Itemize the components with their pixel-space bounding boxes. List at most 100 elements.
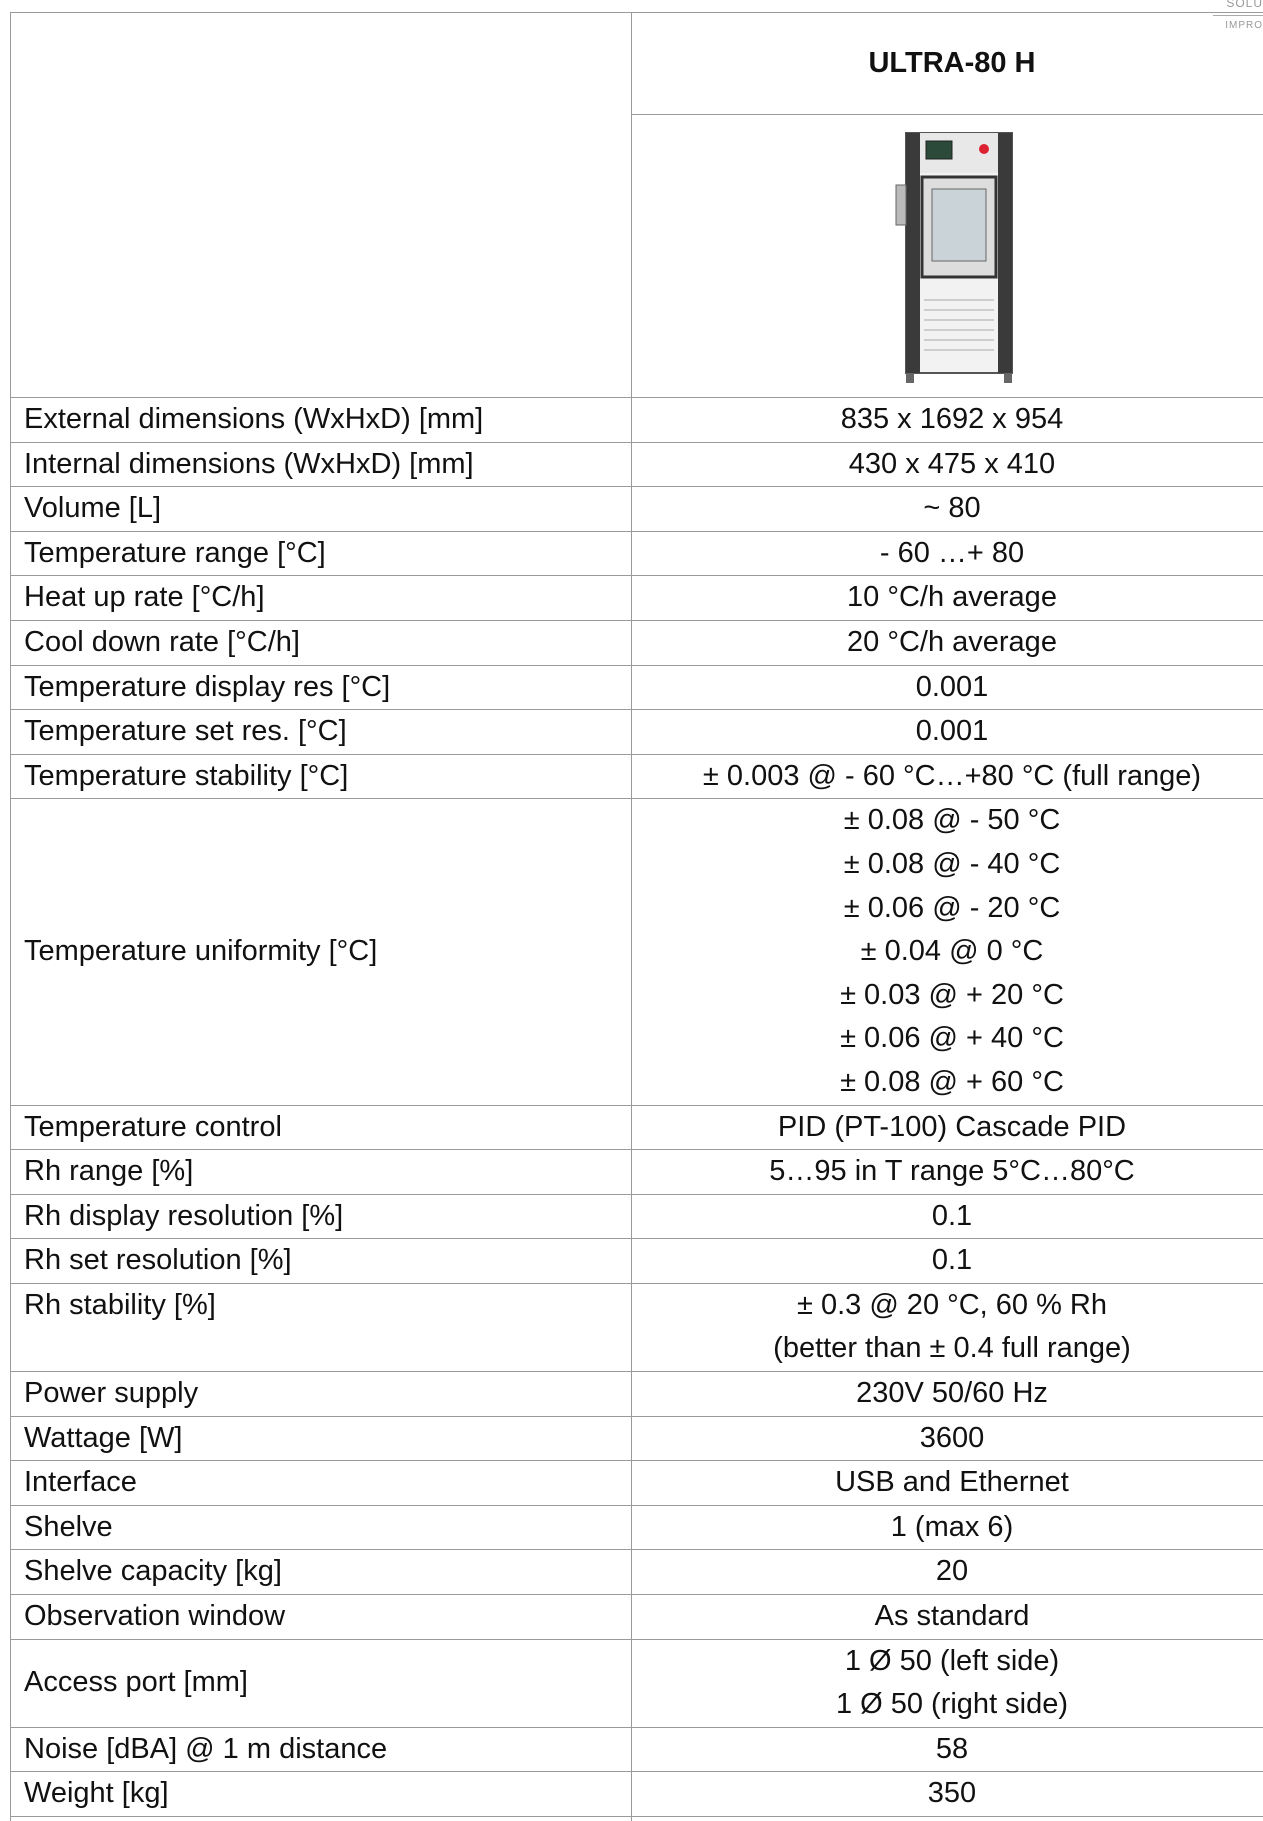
spec-row: Temperature range [°C] - 60 …+ 80 — [10, 530, 1263, 577]
spec-label: Observation window — [10, 1594, 632, 1640]
value-line: (better than ± 0.4 full range) — [773, 1332, 1131, 1365]
spec-label: Temperature set res. [°C] — [10, 709, 632, 755]
product-title: ULTRA-80 H — [631, 12, 1263, 115]
value-line: - 60 …+ 80 — [879, 536, 1025, 569]
spec-value: 0.1 — [631, 1193, 1263, 1240]
spec-row: Wattage [W] 3600 — [10, 1415, 1263, 1462]
spec-value: 1 (max 6) — [631, 1504, 1263, 1551]
spec-value: - 60 …+ 80 — [631, 530, 1263, 577]
spec-row: Weight [kg] 350 — [10, 1771, 1263, 1817]
spec-value: 20 °C/h average — [631, 619, 1263, 666]
logo-text: SOLU — [1226, 0, 1263, 10]
spec-value: 0.1 — [631, 1238, 1263, 1284]
spec-value: PID (PT-100) Cascade PID — [631, 1104, 1263, 1151]
spec-value: 5…95 in T range 5°C…80°C — [631, 1149, 1263, 1195]
value-line: 0.001 — [915, 715, 989, 748]
value-line: 20 °C/h average — [847, 625, 1057, 658]
spec-label: Temperature control — [10, 1104, 632, 1151]
spec-row: Internal dimensions (WxHxD) [mm] 430 x 47… — [10, 441, 1263, 488]
spec-label: Shelve capacity [kg] — [10, 1549, 632, 1596]
value-line: 0.1 — [931, 1199, 973, 1232]
spec-row: Temperature uniformity [°C] ± 0.08 @ - 50… — [10, 798, 1263, 1106]
spec-value: USB and Ethernet — [631, 1460, 1263, 1506]
spec-value: 835 x 1692 x 954 — [631, 397, 1263, 443]
spec-value: 230V 50/60 Hz — [631, 1371, 1263, 1417]
spec-label: Rh set resolution [%] — [10, 1238, 632, 1284]
value-line: ± 0.08 @ - 40 °C — [843, 847, 1061, 880]
value-line: 835 x 1692 x 954 — [840, 403, 1064, 435]
spec-row: Rh set resolution [%] 0.1 — [10, 1238, 1263, 1284]
spec-label: Power supply — [10, 1371, 632, 1417]
image-cell — [631, 114, 1263, 398]
image-row — [11, 114, 1263, 398]
spec-label: Weight [kg] — [10, 1771, 632, 1817]
spec-row: Observation window As standard — [10, 1594, 1263, 1640]
value-line: ± 0.08 @ + 60 °C — [840, 1065, 1064, 1098]
value-line: As standard — [874, 1600, 1030, 1633]
spec-row: Volume [L] ~ 80 — [10, 486, 1263, 532]
value-line: ~ 80 — [923, 492, 981, 525]
value-line: 20 — [935, 1555, 969, 1588]
empty-row — [10, 1816, 1263, 1821]
value-line: 1 (max 6) — [890, 1510, 1014, 1543]
product-image — [895, 132, 1013, 383]
value-line: 5…95 in T range 5°C…80°C — [769, 1155, 1135, 1188]
spec-label: Temperature range [°C] — [10, 530, 632, 577]
spec-label: Temperature display res [°C] — [10, 664, 632, 711]
spec-label: Rh range [%] — [10, 1149, 632, 1195]
spec-row: Heat up rate [°C/h] 10 °C/h average — [10, 575, 1263, 621]
spec-row: Temperature set res. [°C] 0.001 — [10, 709, 1263, 755]
spec-row: Power supply 230V 50/60 Hz — [10, 1371, 1263, 1417]
spec-label: Internal dimensions (WxHxD) [mm] — [10, 441, 632, 488]
empty-cell — [10, 12, 632, 398]
empty-cell — [631, 1816, 1263, 1821]
spec-label: Shelve — [10, 1504, 632, 1551]
spec-row: Interface USB and Ethernet — [10, 1460, 1263, 1506]
spec-row: Temperature control PID (PT-100) Cascade … — [10, 1104, 1263, 1151]
spec-table: ULTRA-80 H External dimensions — [10, 12, 1263, 1821]
value-line: 10 °C/h average — [847, 581, 1057, 614]
value-line: ± 0.06 @ + 40 °C — [840, 1022, 1064, 1055]
spec-row: Rh stability [%] ± 0.3 @ 20 °C, 60 % Rh (b… — [10, 1282, 1263, 1373]
value-line: ± 0.04 @ 0 °C — [860, 935, 1044, 968]
value-line: 0.1 — [931, 1244, 973, 1277]
spec-row: Temperature stability [°C] ± 0.003 @ - 60… — [10, 753, 1263, 800]
spec-value: As standard — [631, 1594, 1263, 1640]
value-line: ± 0.003 @ - 60 °C…+80 °C (full range) — [702, 759, 1202, 792]
value-line: 350 — [927, 1777, 977, 1810]
spec-value: ± 0.08 @ - 50 °C ± 0.08 @ - 40 °C ± 0.06 @… — [631, 798, 1263, 1106]
spec-row: Noise [dBA] @ 1 m distance 58 — [10, 1726, 1263, 1773]
spec-label: Cool down rate [°C/h] — [10, 619, 632, 666]
spec-label: Volume [L] — [10, 486, 632, 532]
spec-label: Noise [dBA] @ 1 m distance — [10, 1726, 632, 1773]
header-row: ULTRA-80 H — [10, 12, 1263, 398]
spec-row: Rh range [%] 5…95 in T range 5°C…80°C — [10, 1149, 1263, 1195]
spec-row: Cool down rate [°C/h] 20 °C/h average — [10, 619, 1263, 666]
spec-label: External dimensions (WxHxD) [mm] — [10, 397, 632, 443]
spec-value: ~ 80 — [631, 486, 1263, 532]
spec-row: Shelve capacity [kg] 20 — [10, 1549, 1263, 1596]
value-line: ± 0.3 @ 20 °C, 60 % Rh — [796, 1288, 1108, 1321]
spec-value: ± 0.3 @ 20 °C, 60 % Rh (better than ± 0.4… — [631, 1282, 1263, 1373]
spec-row: Shelve 1 (max 6) — [10, 1504, 1263, 1551]
spec-row: Temperature display res [°C] 0.001 — [10, 664, 1263, 711]
spec-row: External dimensions (WxHxD) [mm] 835 x 16… — [10, 397, 1263, 443]
spec-value: 20 — [631, 1549, 1263, 1596]
spec-value: 3600 — [631, 1415, 1263, 1462]
spec-label: Temperature stability [°C] — [10, 753, 632, 800]
value-line: ± 0.08 @ - 50 °C — [843, 804, 1061, 837]
value-line: ± 0.06 @ - 20 °C — [843, 891, 1061, 924]
value-line: 230V 50/60 Hz — [856, 1377, 1048, 1410]
value-line: ± 0.03 @ + 20 °C — [840, 978, 1064, 1011]
value-line: 0.001 — [915, 670, 989, 703]
spec-value: 430 x 475 x 410 — [631, 441, 1263, 488]
value-line: 430 x 475 x 410 — [848, 447, 1056, 480]
empty-cell — [10, 1816, 632, 1821]
value-line: 1 Ø 50 (left side) — [844, 1644, 1060, 1677]
spec-row: Rh display resolution [%] 0.1 — [10, 1193, 1263, 1240]
spec-value: 350 — [631, 1771, 1263, 1817]
spec-value: 0.001 — [631, 664, 1263, 711]
value-line: PID (PT-100) Cascade PID — [777, 1110, 1127, 1143]
value-line: 3600 — [919, 1421, 985, 1454]
